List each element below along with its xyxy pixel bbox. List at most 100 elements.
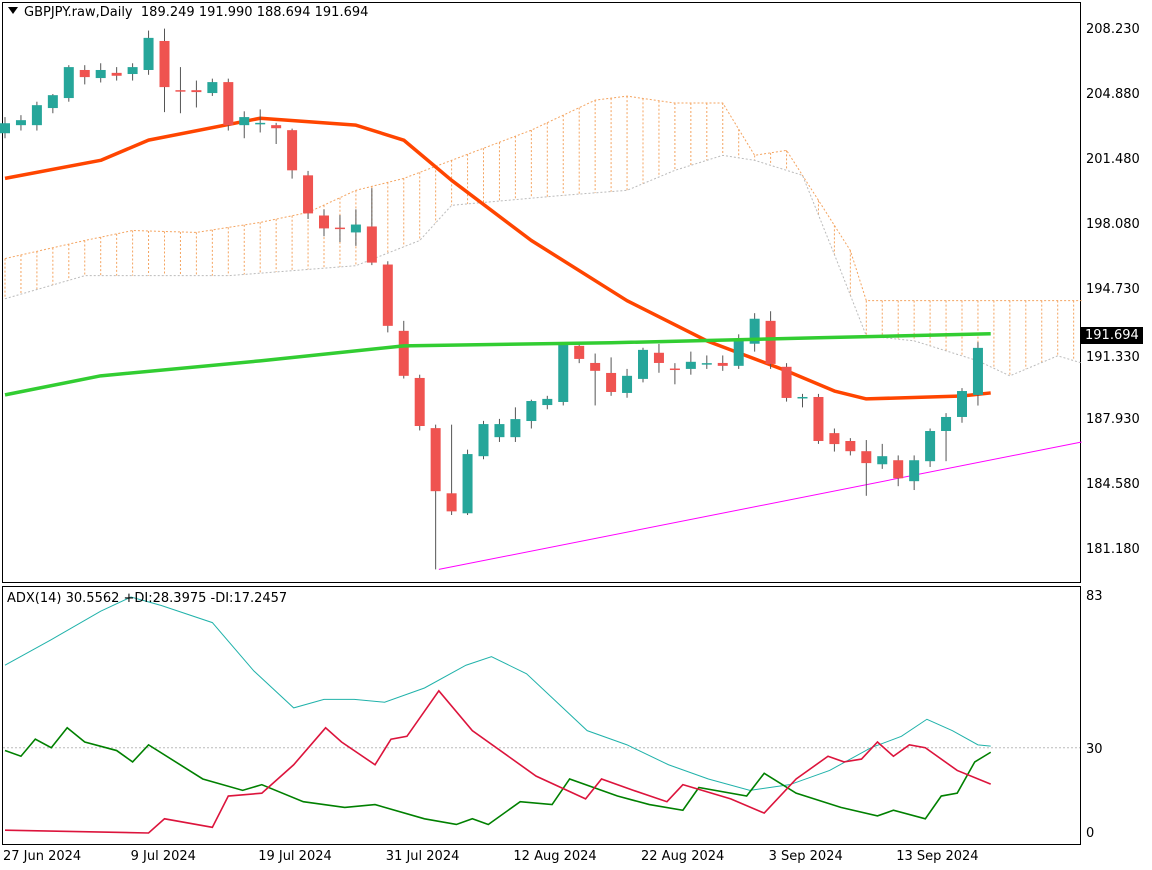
date-tick-label: 12 Aug 2024 [513, 849, 597, 864]
bull-candle [143, 37, 154, 70]
bear-candle [319, 215, 329, 229]
adx-tick-label: 83 [1086, 589, 1103, 604]
bull-candle [127, 67, 138, 75]
bear-candle [159, 40, 170, 88]
adx-line [4, 596, 991, 791]
bear-candle [334, 227, 345, 230]
bear-candle [590, 362, 601, 371]
bull-candle [239, 117, 250, 126]
moving-average-line [4, 331, 991, 397]
bear-candle [175, 90, 186, 92]
bull-candle [63, 67, 74, 99]
bull-candle [494, 424, 505, 438]
adx-tick-label: 30 [1086, 742, 1103, 757]
bull-candle [478, 424, 489, 457]
senkou-span-b-line [4, 154, 1082, 377]
plus-di-line [4, 726, 992, 826]
price-tick-label: 181.180 [1086, 542, 1140, 557]
high-value: 191.990 [198, 5, 253, 20]
bull-candle [558, 343, 569, 402]
bull-candle [95, 69, 106, 79]
bear-candle [717, 362, 728, 366]
bull-candle [638, 349, 648, 379]
price-tick-label: 208.230 [1086, 22, 1140, 37]
bear-candle [893, 460, 904, 479]
bull-candle [877, 456, 888, 465]
bear-candle [398, 330, 409, 376]
bull-candle [749, 318, 760, 344]
bear-candle [861, 451, 872, 464]
date-tick-label: 13 Sep 2024 [896, 849, 979, 864]
bear-candle [430, 428, 441, 492]
bull-candle [350, 224, 361, 233]
symbol-name: GBPJPY.raw,Daily [24, 5, 133, 20]
bull-candle [622, 375, 633, 393]
current-price-label: 191.694 [1081, 327, 1143, 344]
low-value: 188.694 [256, 5, 311, 20]
bull-candle [925, 431, 936, 462]
price-tick-label: 191.330 [1086, 350, 1140, 365]
bull-candle [909, 460, 920, 482]
trendline [438, 441, 1082, 570]
price-tick-label: 194.730 [1086, 282, 1140, 297]
date-tick-label: 3 Sep 2024 [768, 849, 843, 864]
bear-candle [191, 90, 202, 93]
bear-candle [271, 125, 282, 129]
bear-candle [446, 493, 457, 512]
bear-candle [223, 82, 234, 126]
bull-candle [0, 123, 10, 134]
ema-line [4, 116, 991, 401]
bear-candle [765, 320, 776, 364]
bear-candle [606, 372, 617, 392]
open-value: 189.249 [140, 5, 195, 20]
bear-candle [414, 377, 425, 427]
bull-candle [733, 340, 744, 366]
bear-candle [303, 175, 314, 214]
bull-candle [510, 419, 521, 438]
bull-candle [701, 363, 712, 365]
bull-candle [685, 361, 696, 369]
bull-candle [255, 122, 266, 125]
bear-candle [574, 345, 585, 359]
bear-candle [845, 441, 856, 452]
price-tick-label: 201.480 [1086, 152, 1140, 167]
price-tick-label: 204.880 [1086, 87, 1140, 102]
date-tick-label: 9 Jul 2024 [130, 849, 196, 864]
bull-candle [542, 398, 553, 406]
date-tick-label: 31 Jul 2024 [385, 849, 460, 864]
date-tick-label: 19 Jul 2024 [258, 849, 332, 864]
senkou-span-a-line [4, 95, 1082, 302]
main-chart-frame [2, 2, 1081, 583]
bear-candle [813, 396, 824, 442]
date-tick-label: 22 Aug 2024 [641, 849, 725, 864]
price-tick-label: 198.080 [1086, 217, 1140, 232]
bear-candle [781, 366, 792, 398]
bull-candle [462, 454, 473, 514]
adx-tick-label: 0 [1086, 826, 1095, 841]
collapse-triangle-icon[interactable] [8, 7, 18, 14]
price-tick-label: 187.930 [1086, 412, 1140, 427]
bull-candle [957, 391, 967, 417]
bull-candle [526, 401, 537, 422]
bull-candle [972, 347, 983, 395]
adx-header: ADX(14) 30.5562 +DI:28.3975 -DI:17.2457 [7, 591, 288, 606]
date-tick-label: 27 Jun 2024 [3, 849, 82, 864]
bull-candle [797, 396, 808, 399]
bear-candle [829, 433, 840, 445]
bull-candle [47, 95, 58, 109]
symbol-header: GBPJPY.raw,Daily 189.249 191.990 188.694… [8, 5, 368, 20]
bear-candle [382, 264, 393, 326]
bear-candle [287, 130, 298, 171]
adx-panel-frame [2, 586, 1081, 845]
bull-candle [941, 416, 952, 432]
bull-candle [15, 120, 26, 126]
price-tick-label: 184.580 [1086, 477, 1140, 492]
bull-candle [31, 105, 42, 126]
bear-candle [669, 368, 680, 371]
bear-candle [653, 352, 664, 363]
minus-di-line [4, 689, 992, 834]
bear-candle [79, 69, 90, 78]
bear-candle [111, 72, 122, 76]
close-value: 191.694 [314, 5, 369, 20]
